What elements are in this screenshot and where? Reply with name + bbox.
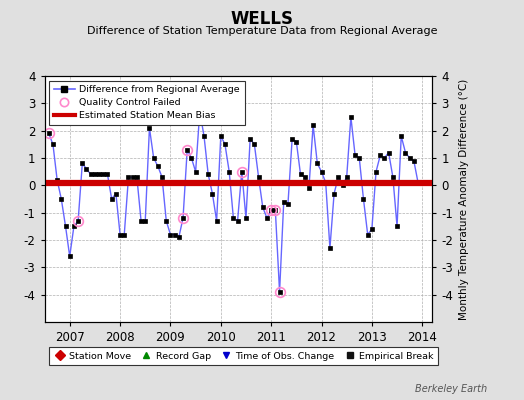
Text: WELLS: WELLS <box>231 10 293 28</box>
Text: Difference of Station Temperature Data from Regional Average: Difference of Station Temperature Data f… <box>87 26 437 36</box>
Text: Berkeley Earth: Berkeley Earth <box>415 384 487 394</box>
Legend: Station Move, Record Gap, Time of Obs. Change, Empirical Break: Station Move, Record Gap, Time of Obs. C… <box>49 347 439 365</box>
Y-axis label: Monthly Temperature Anomaly Difference (°C): Monthly Temperature Anomaly Difference (… <box>458 78 469 320</box>
